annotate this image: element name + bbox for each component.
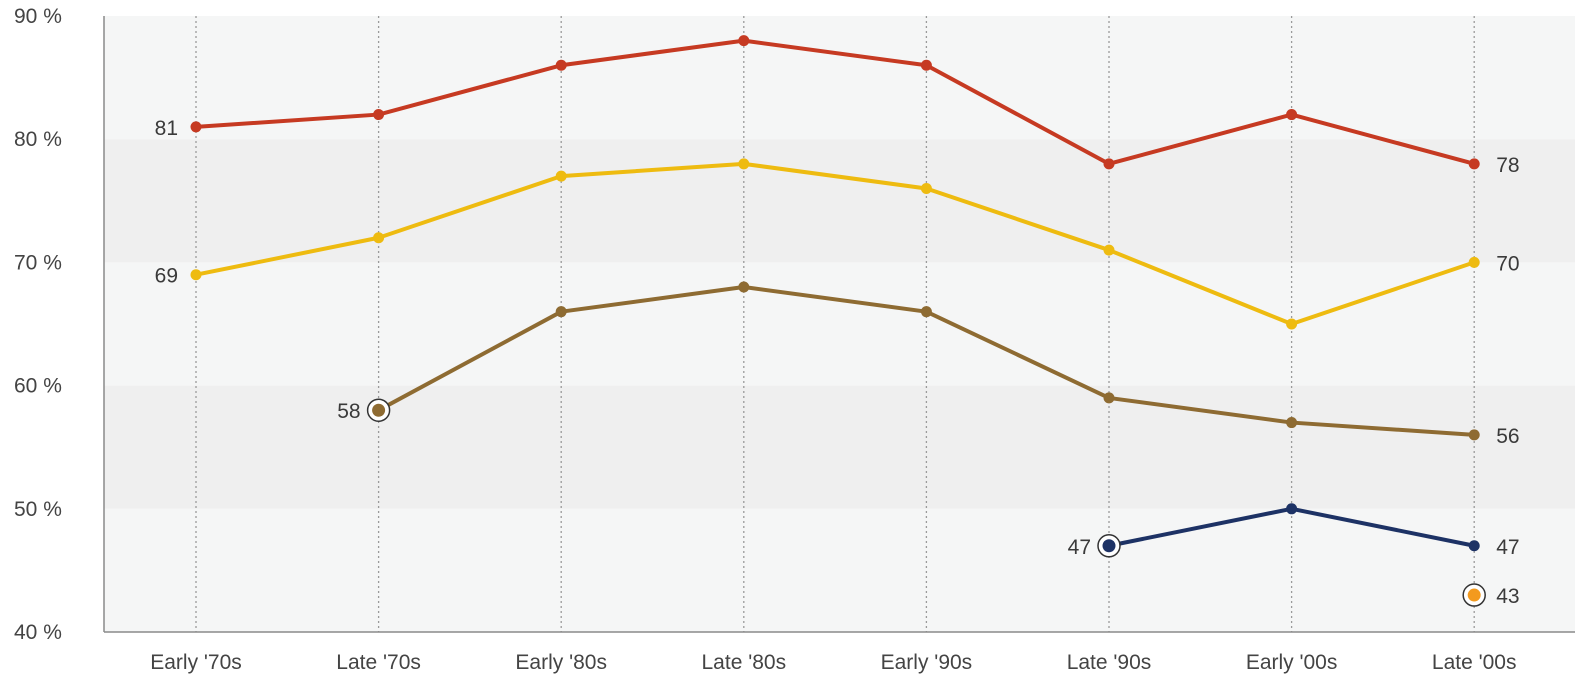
data-point [738,281,750,293]
data-point [920,182,932,194]
data-point [1103,392,1115,404]
series-line [1462,583,1486,607]
data-point [738,35,750,47]
x-tick-label: Early '70s [150,651,242,674]
x-tick-label: Early '80s [515,651,607,674]
data-point [1468,256,1480,268]
background-band [104,16,1575,140]
x-tick-label: Late '90s [1067,651,1152,674]
data-point [1103,244,1115,256]
data-point [555,59,567,71]
data-label: 58 [337,400,360,423]
y-tick-label: 90 % [14,5,62,28]
data-point [1103,158,1115,170]
background-bands [104,16,1575,632]
data-label: 69 [155,265,178,288]
data-label: 81 [155,117,178,140]
y-tick-labels: 40 % 50 % 60 % 70 % 80 % 90 % [14,5,62,644]
data-point [738,158,750,170]
data-point [190,121,202,133]
data-labels: 81 78 69 70 58 56 47 47 43 [155,117,1520,608]
data-point [1468,158,1480,170]
data-point [190,269,202,281]
data-point [1467,588,1481,602]
x-tick-label: Early '00s [1246,651,1338,674]
background-band [104,139,1575,263]
data-point [1286,109,1298,121]
data-point [920,306,932,318]
data-label: 43 [1496,585,1519,608]
data-label: 47 [1496,536,1519,559]
y-tick-label: 40 % [14,621,62,644]
series-lines [190,35,1486,607]
data-point [1286,417,1298,429]
data-point [1102,539,1116,553]
background-band [104,262,1575,386]
data-point [1286,503,1298,515]
data-label: 78 [1496,154,1519,177]
x-tick-label: Late '70s [336,651,421,674]
x-tick-label: Late '00s [1432,651,1517,674]
y-tick-label: 70 % [14,251,62,274]
data-point [1468,429,1480,441]
data-point [555,170,567,182]
series-line [1097,503,1480,558]
series-line [190,158,1480,330]
data-label: 70 [1496,252,1519,275]
x-tick-label: Early '90s [881,651,973,674]
background-band [104,385,1575,509]
x-tick-labels: Early '70s Late '70s Early '80s Late '80s Ea… [150,651,1516,674]
data-point [920,59,932,71]
data-point [555,306,567,318]
y-tick-label: 50 % [14,498,62,521]
series-path [195,38,1475,166]
y-tick-label: 80 % [14,128,62,151]
data-point [373,109,385,121]
background-band [104,508,1575,632]
data-point [1286,318,1298,330]
data-point [373,232,385,244]
x-tick-label: Late '80s [702,651,787,674]
series-path [195,161,1475,326]
data-point [372,403,386,417]
series-line [190,35,1480,170]
data-point [1468,540,1480,552]
data-label: 56 [1496,425,1519,448]
y-tick-label: 60 % [14,375,62,398]
data-label: 47 [1068,536,1091,559]
series-line [366,281,1480,441]
